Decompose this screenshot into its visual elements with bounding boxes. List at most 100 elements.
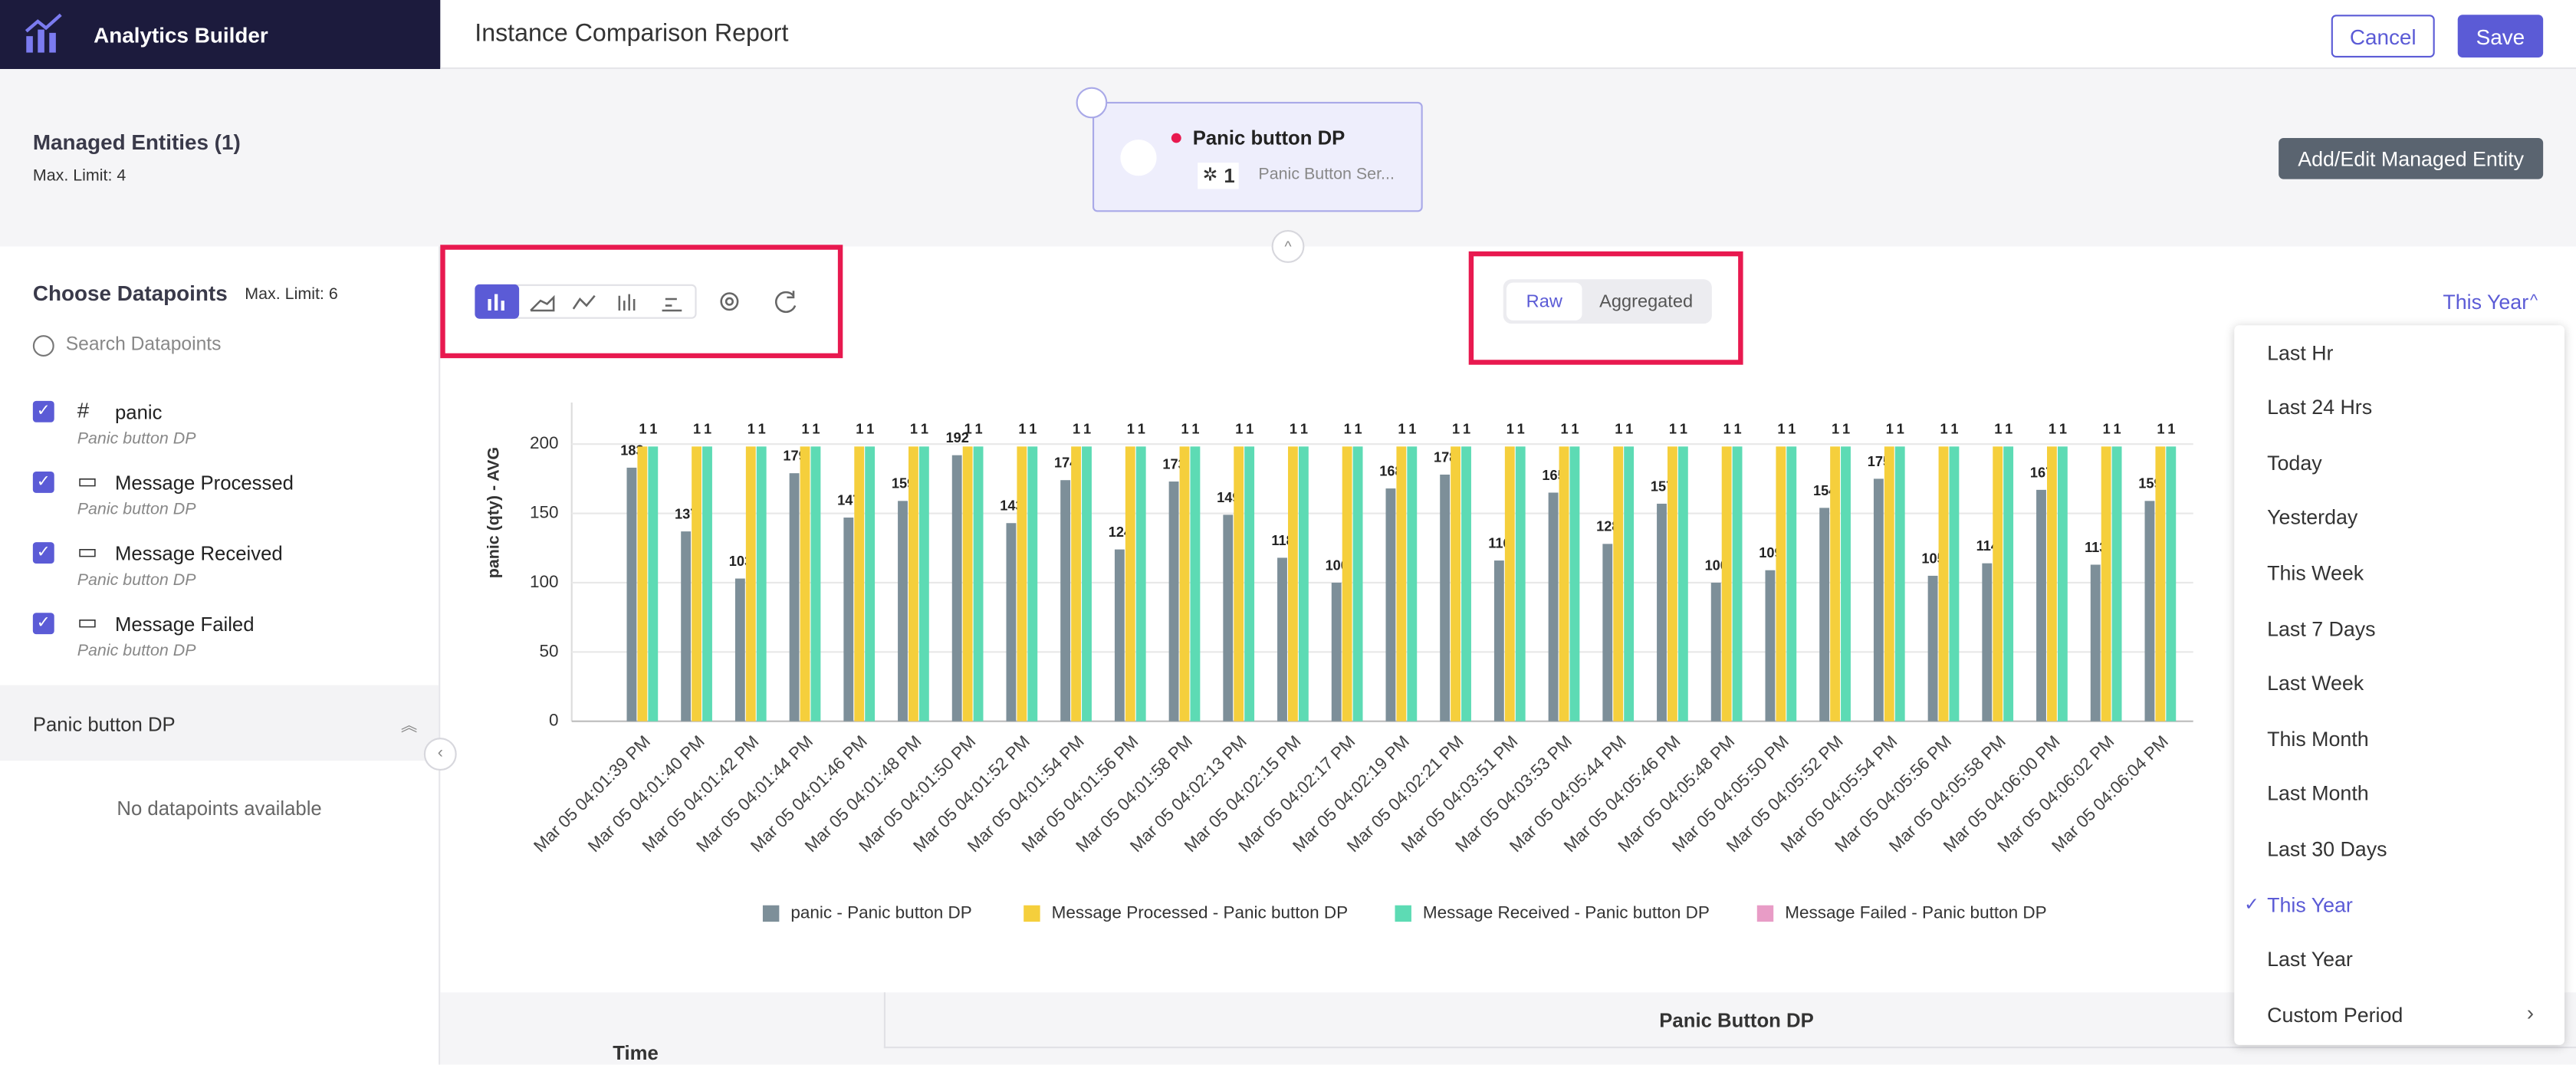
menu-item[interactable]: Last 24 Hrs bbox=[2267, 396, 2373, 419]
add-entity-button[interactable]: Add/Edit Managed Entity bbox=[2279, 138, 2544, 179]
bar bbox=[1504, 446, 1515, 722]
menu-item[interactable]: Last Hr bbox=[2267, 340, 2334, 364]
menu-item[interactable]: Today bbox=[2267, 451, 2322, 475]
menu-item[interactable]: Last Month bbox=[2267, 782, 2369, 806]
count-icon: ✲ bbox=[1202, 166, 1218, 186]
group-header[interactable] bbox=[0, 685, 439, 761]
data-label: 1 bbox=[1300, 422, 1308, 437]
legend-swatch bbox=[1024, 905, 1040, 922]
data-label: 1 bbox=[921, 422, 928, 437]
empty-note: No datapoints available bbox=[117, 797, 322, 820]
bar bbox=[2111, 446, 2122, 722]
save-button[interactable]: Save bbox=[2457, 15, 2544, 58]
data-label: 1 bbox=[1235, 422, 1243, 437]
data-label: 1 bbox=[1669, 422, 1677, 437]
side-collapse[interactable]: ‹ bbox=[423, 738, 457, 771]
bar bbox=[702, 446, 712, 722]
menu-item[interactable]: Last 30 Days bbox=[2267, 837, 2387, 861]
trend-badge[interactable] bbox=[1076, 87, 1108, 119]
bar bbox=[962, 446, 973, 722]
range-selector[interactable]: This Year bbox=[2443, 291, 2529, 314]
entity-service: Panic Button Ser... bbox=[1258, 166, 1395, 184]
submenu-chevron: › bbox=[2526, 1001, 2535, 1026]
search-input[interactable]: Search Datapoints bbox=[65, 335, 222, 355]
datapoint-icon: ▭ bbox=[77, 610, 98, 635]
checkbox[interactable]: ✓ bbox=[32, 542, 54, 564]
data-label: 1 bbox=[2049, 422, 2056, 437]
data-label: 1 bbox=[801, 422, 809, 437]
bar bbox=[1277, 557, 1287, 722]
bar bbox=[1114, 549, 1125, 722]
datapoints-limit: Max. Limit: 6 bbox=[245, 285, 338, 304]
data-label: 1 bbox=[1018, 422, 1026, 437]
bar bbox=[1461, 446, 1471, 722]
data-label: 1 bbox=[2103, 422, 2111, 437]
y-tick-label: 0 bbox=[549, 711, 559, 730]
bar bbox=[1082, 446, 1092, 722]
bar bbox=[1732, 446, 1743, 722]
data-label: 1 bbox=[758, 422, 766, 437]
top-bar bbox=[440, 0, 2576, 69]
group-chevron[interactable]: ︽ bbox=[400, 718, 418, 736]
bar bbox=[1776, 446, 1786, 722]
menu-item[interactable]: This Week bbox=[2267, 561, 2364, 585]
menu-item[interactable]: Custom Period bbox=[2267, 1003, 2404, 1027]
data-label: 1 bbox=[1897, 422, 1904, 437]
y-tick-label: 200 bbox=[530, 433, 559, 452]
entity-icon bbox=[1120, 140, 1157, 176]
bar bbox=[1298, 446, 1309, 722]
checkbox[interactable]: ✓ bbox=[32, 400, 54, 422]
menu-item[interactable]: This Month bbox=[2267, 727, 2369, 751]
bar bbox=[1407, 446, 1418, 722]
bar bbox=[1721, 446, 1732, 722]
menu-item[interactable]: Last 7 Days bbox=[2267, 616, 2376, 640]
bar bbox=[2090, 564, 2101, 722]
menu-item[interactable]: Last Year bbox=[2267, 948, 2353, 971]
range-chevron[interactable]: ^ bbox=[2530, 292, 2538, 311]
bar bbox=[2047, 446, 2057, 722]
bar bbox=[637, 446, 648, 722]
data-label: 1 bbox=[1517, 422, 1525, 437]
data-label: 1 bbox=[1506, 422, 1514, 437]
bar bbox=[1938, 446, 1949, 722]
data-label: 1 bbox=[1191, 422, 1199, 437]
bar bbox=[909, 446, 918, 722]
cancel-button[interactable]: Cancel bbox=[2331, 15, 2435, 58]
data-label: 1 bbox=[1832, 422, 1839, 437]
menu-item[interactable]: Yesterday bbox=[2267, 506, 2358, 530]
menu-item[interactable]: This Year bbox=[2267, 892, 2353, 916]
datapoint-source: Panic button DP bbox=[77, 571, 196, 590]
data-label: 1 bbox=[1788, 422, 1796, 437]
data-label: 1 bbox=[2157, 422, 2164, 437]
range-menu: Last Hr Last 24 Hrs Today Yesterday This Wee… bbox=[2234, 325, 2564, 1045]
data-label: 1 bbox=[1127, 422, 1135, 437]
logo bbox=[25, 13, 62, 53]
bar bbox=[1006, 523, 1017, 722]
y-tick-label: 50 bbox=[540, 641, 559, 660]
datapoint-source: Panic button DP bbox=[77, 501, 196, 520]
data-label: 1 bbox=[1246, 422, 1254, 437]
bar bbox=[1613, 446, 1624, 722]
bar bbox=[1830, 446, 1840, 722]
bar bbox=[789, 473, 800, 722]
checkbox[interactable]: ✓ bbox=[32, 613, 54, 635]
raw-option[interactable]: Raw bbox=[1506, 282, 1582, 320]
data-label: 1 bbox=[748, 422, 755, 437]
bar bbox=[1234, 446, 1244, 722]
collapse-button[interactable]: ^ bbox=[1271, 230, 1305, 263]
bar bbox=[1342, 446, 1352, 722]
search-icon bbox=[32, 335, 54, 357]
data-label: 1 bbox=[693, 422, 701, 437]
data-label: 1 bbox=[1452, 422, 1460, 437]
bar bbox=[865, 446, 876, 722]
data-label: 1 bbox=[639, 422, 646, 437]
chart-type-icons bbox=[475, 284, 797, 319]
entity-card[interactable]: Panic button DP ✲ 1 Panic Button Ser... bbox=[1092, 101, 1423, 212]
menu-item[interactable]: Last Week bbox=[2267, 672, 2364, 695]
checkbox[interactable]: ✓ bbox=[32, 472, 54, 493]
aggregated-option[interactable]: Aggregated bbox=[1599, 291, 1694, 312]
data-label: 1 bbox=[1138, 422, 1145, 437]
data-label: 1 bbox=[2114, 422, 2121, 437]
entities-limit: Max. Limit: 4 bbox=[32, 167, 127, 186]
